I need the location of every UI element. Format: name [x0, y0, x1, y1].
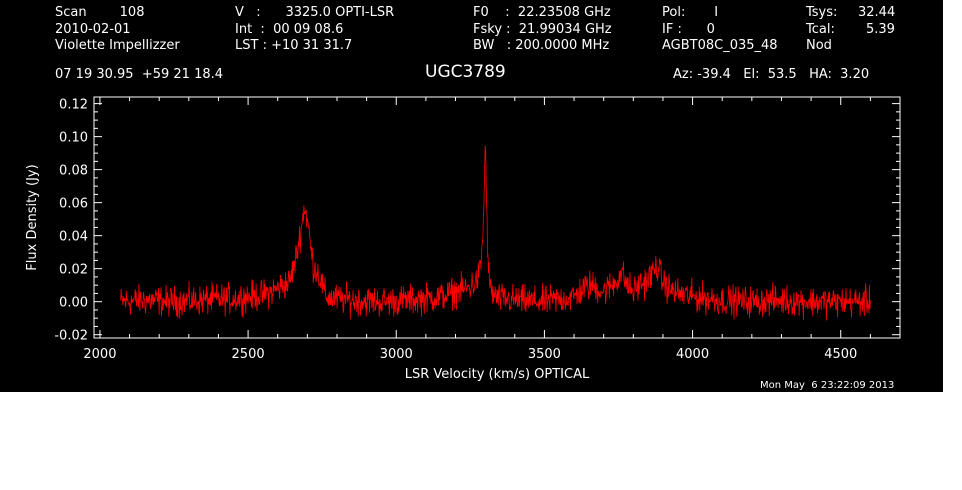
date-label: 2010-02-01: [55, 22, 131, 37]
az-el-ha-label: Az: -39.4 El: 53.5 HA: 3.20: [673, 67, 870, 82]
coords-label: 07 19 30.95 +59 21 18.4: [55, 67, 224, 82]
y-tick-label: 0.00: [59, 296, 88, 311]
spectrum-chart: 2000 2500 3000 3500 4000 4500 -0.02 0.00 0.02 0.0…: [25, 96, 901, 382]
y-tick-label: 0.10: [59, 131, 88, 146]
nod-label: Nod: [806, 38, 832, 53]
x-tick-label: 4500: [824, 347, 857, 362]
timestamp-label: Mon May 6 23:22:09 2013: [760, 380, 895, 391]
tsys-label: Tsys:: [806, 5, 838, 20]
tcal-value: 5.39: [866, 22, 895, 37]
series-line-0: [120, 145, 871, 321]
observer-label: Violette Impellizzer: [55, 38, 180, 53]
tsys-value: 32.44: [858, 5, 896, 20]
pol-label: Pol: I: [662, 5, 719, 20]
x-tick-label: 3500: [528, 347, 561, 362]
y-tick-label: -0.02: [54, 329, 88, 344]
x-axis-label: LSR Velocity (km/s) OPTICAL: [405, 367, 590, 382]
y-tick-label: 0.04: [59, 230, 88, 245]
y-tick-label: 0.12: [59, 98, 88, 113]
if-label: IF : 0: [662, 22, 715, 37]
x-tick-label: 2000: [83, 347, 116, 362]
plot-panel: Scan 108 2010-02-01 Violette Impellizzer…: [0, 0, 943, 392]
y-axis-label: Flux Density (Jy): [25, 164, 40, 270]
plot-frame: [93, 96, 901, 339]
scan-label: Scan 108: [55, 5, 145, 20]
tcal-label: Tcal:: [806, 22, 835, 37]
y-tick-label: 0.02: [59, 263, 88, 278]
project-label: AGBT08C_035_48: [662, 38, 778, 53]
y-tick-label: 0.06: [59, 197, 88, 212]
bandwidth-label: BW : 200.0000 MHz: [473, 38, 610, 53]
integration-label: Int : 00 09 08.6: [235, 22, 344, 37]
lst-label: LST : +10 31 31.7: [235, 38, 353, 53]
f0-label: F0 : 22.23508 GHz: [473, 5, 611, 20]
fsky-label: Fsky : 21.99034 GHz: [473, 22, 612, 37]
y-tick-label: 0.08: [59, 164, 88, 179]
velocity-label: V : 3325.0 OPTI-LSR: [235, 5, 395, 20]
x-tick-label: 2500: [232, 347, 265, 362]
source-title: UGC3789: [425, 62, 506, 82]
x-tick-label: 3000: [380, 347, 413, 362]
x-tick-label: 4000: [676, 347, 709, 362]
